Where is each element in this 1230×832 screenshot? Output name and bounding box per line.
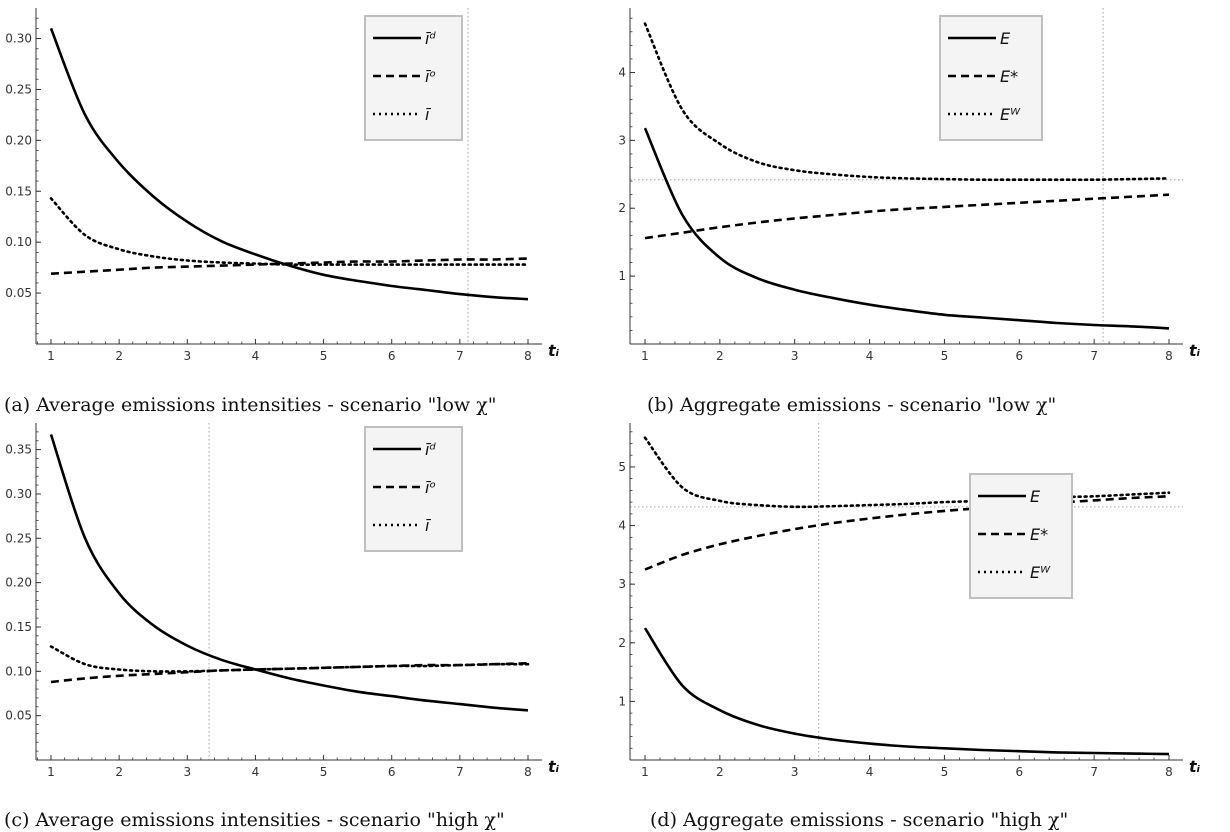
legend: E E* Eᵂ	[969, 473, 1073, 599]
series-line-0	[643, 127, 1170, 330]
legend-label-1: E*	[1000, 67, 1018, 86]
series-line-1	[50, 662, 529, 684]
y-tick-label: 0.10	[5, 235, 32, 249]
x-tick-label: 1	[641, 765, 649, 779]
x-tick-label: 6	[1015, 349, 1023, 363]
x-tick-label: 7	[456, 349, 464, 363]
series-line-0	[49, 434, 529, 712]
y-tick-label: 0.35	[5, 443, 32, 457]
legend: E E* Eᵂ	[939, 15, 1043, 141]
panel-c: 1 2 3 4 5 6 7 8 0.05 0.10 0.15 0.20 0.25 0.30 0.35 tᵢ īᵈ…	[5, 423, 560, 779]
x-tick-label: 7	[1090, 349, 1098, 363]
legend-label-0: īᵈ	[425, 29, 436, 48]
y-tick-label: 0.05	[5, 709, 32, 723]
x-tick-label: 6	[388, 349, 396, 363]
y-tick-label: 3	[618, 577, 626, 591]
x-tick-label: 4	[252, 349, 260, 363]
caption-a: (a) Average emissions intensities - scen…	[4, 394, 496, 416]
legend: īᵈ īᵒ ī	[364, 15, 463, 141]
series-line-2	[49, 197, 530, 266]
y-tick-label: 2	[618, 636, 626, 650]
y-tick-label: 4	[618, 65, 626, 79]
legend-label-2: Eᵂ	[1000, 105, 1021, 124]
x-axis-title: tᵢ	[548, 341, 560, 360]
legend-label-1: īᵒ	[425, 478, 436, 497]
legend-label-0: E	[1000, 29, 1011, 48]
legend-label-1: E*	[1030, 525, 1048, 544]
x-tick-label: 4	[252, 765, 260, 779]
series-line-1	[644, 495, 1170, 571]
y-tick-label: 0.05	[5, 286, 32, 300]
y-tick-label: 5	[618, 460, 626, 474]
legend-label-2: Eᵂ	[1030, 563, 1051, 582]
panel-d: 1 2 3 4 5 6 7 8 1 2 3 4 5 tᵢ E E* Eᵂ	[618, 423, 1201, 779]
x-tick-label: 1	[47, 349, 55, 363]
x-tick-label: 5	[941, 349, 949, 363]
x-tick-label: 3	[183, 349, 191, 363]
series-line-0	[643, 627, 1170, 756]
y-tick-label: 0.10	[5, 664, 32, 678]
x-tick-label: 7	[1090, 765, 1098, 779]
legend-box	[939, 15, 1043, 141]
x-tick-label: 5	[320, 765, 328, 779]
legend-label-2: ī	[425, 105, 432, 124]
y-tick-label: 1	[618, 269, 626, 283]
caption-d: (d) Aggregate emissions - scenario "high…	[650, 809, 1068, 831]
legend-label-1: īᵒ	[425, 67, 436, 86]
y-tick-label: 0.20	[5, 576, 32, 590]
x-tick-label: 2	[115, 349, 123, 363]
x-tick-label: 1	[47, 765, 55, 779]
legend-box	[969, 473, 1073, 599]
x-tick-label: 4	[866, 349, 874, 363]
series-line-2	[49, 645, 530, 673]
caption-c: (c) Average emissions intensities - scen…	[4, 809, 505, 831]
x-tick-label: 5	[941, 765, 949, 779]
legend-box	[364, 15, 463, 141]
x-tick-label: 3	[183, 765, 191, 779]
legend-label-0: īᵈ	[425, 440, 436, 459]
x-tick-label: 3	[791, 349, 799, 363]
caption-b: (b) Aggregate emissions - scenario "low …	[647, 394, 1056, 416]
legend-label-2: ī	[425, 516, 432, 535]
x-tick-label: 5	[320, 349, 328, 363]
legend-label-0: E	[1030, 487, 1041, 506]
panel-b: 1 2 3 4 5 6 7 8 1 2 3 4 tᵢ E E* Eᵂ	[618, 8, 1201, 363]
y-tick-label: 0.30	[5, 32, 32, 46]
y-tick-label: 0.15	[5, 620, 32, 634]
y-tick-label: 0.25	[5, 82, 32, 96]
y-tick-label: 0.25	[5, 531, 32, 545]
series-line-1	[644, 193, 1170, 240]
x-tick-label: 4	[866, 765, 874, 779]
panel-a: 1 2 3 4 5 6 7 8 0.05 0.10 0.15 0.20 0.25 0.30 tᵢ īᵈ īᵒ ī	[5, 8, 560, 363]
legend-box	[364, 426, 463, 552]
x-tick-label: 2	[115, 765, 123, 779]
series-line-2	[643, 436, 1171, 509]
y-tick-label: 0.20	[5, 133, 32, 147]
x-tick-label: 1	[641, 349, 649, 363]
series-line-2	[643, 22, 1171, 182]
x-tick-label: 8	[524, 765, 532, 779]
x-tick-label: 2	[716, 765, 724, 779]
y-tick-label: 0.30	[5, 487, 32, 501]
x-tick-label: 8	[1165, 349, 1173, 363]
x-tick-label: 6	[1015, 765, 1023, 779]
x-axis-title: tᵢ	[548, 757, 560, 776]
x-axis-title: tᵢ	[1189, 757, 1201, 776]
y-tick-label: 0.15	[5, 184, 32, 198]
x-tick-label: 2	[716, 349, 724, 363]
x-axis-title: tᵢ	[1189, 341, 1201, 360]
y-tick-label: 2	[618, 201, 626, 215]
legend: īᵈ īᵒ ī	[364, 426, 463, 552]
y-tick-label: 3	[618, 133, 626, 147]
x-tick-label: 8	[1165, 765, 1173, 779]
x-tick-label: 8	[524, 349, 532, 363]
y-tick-label: 4	[618, 519, 626, 533]
y-tick-label: 1	[618, 694, 626, 708]
x-tick-label: 6	[388, 765, 396, 779]
x-tick-label: 7	[456, 765, 464, 779]
x-tick-label: 3	[791, 765, 799, 779]
